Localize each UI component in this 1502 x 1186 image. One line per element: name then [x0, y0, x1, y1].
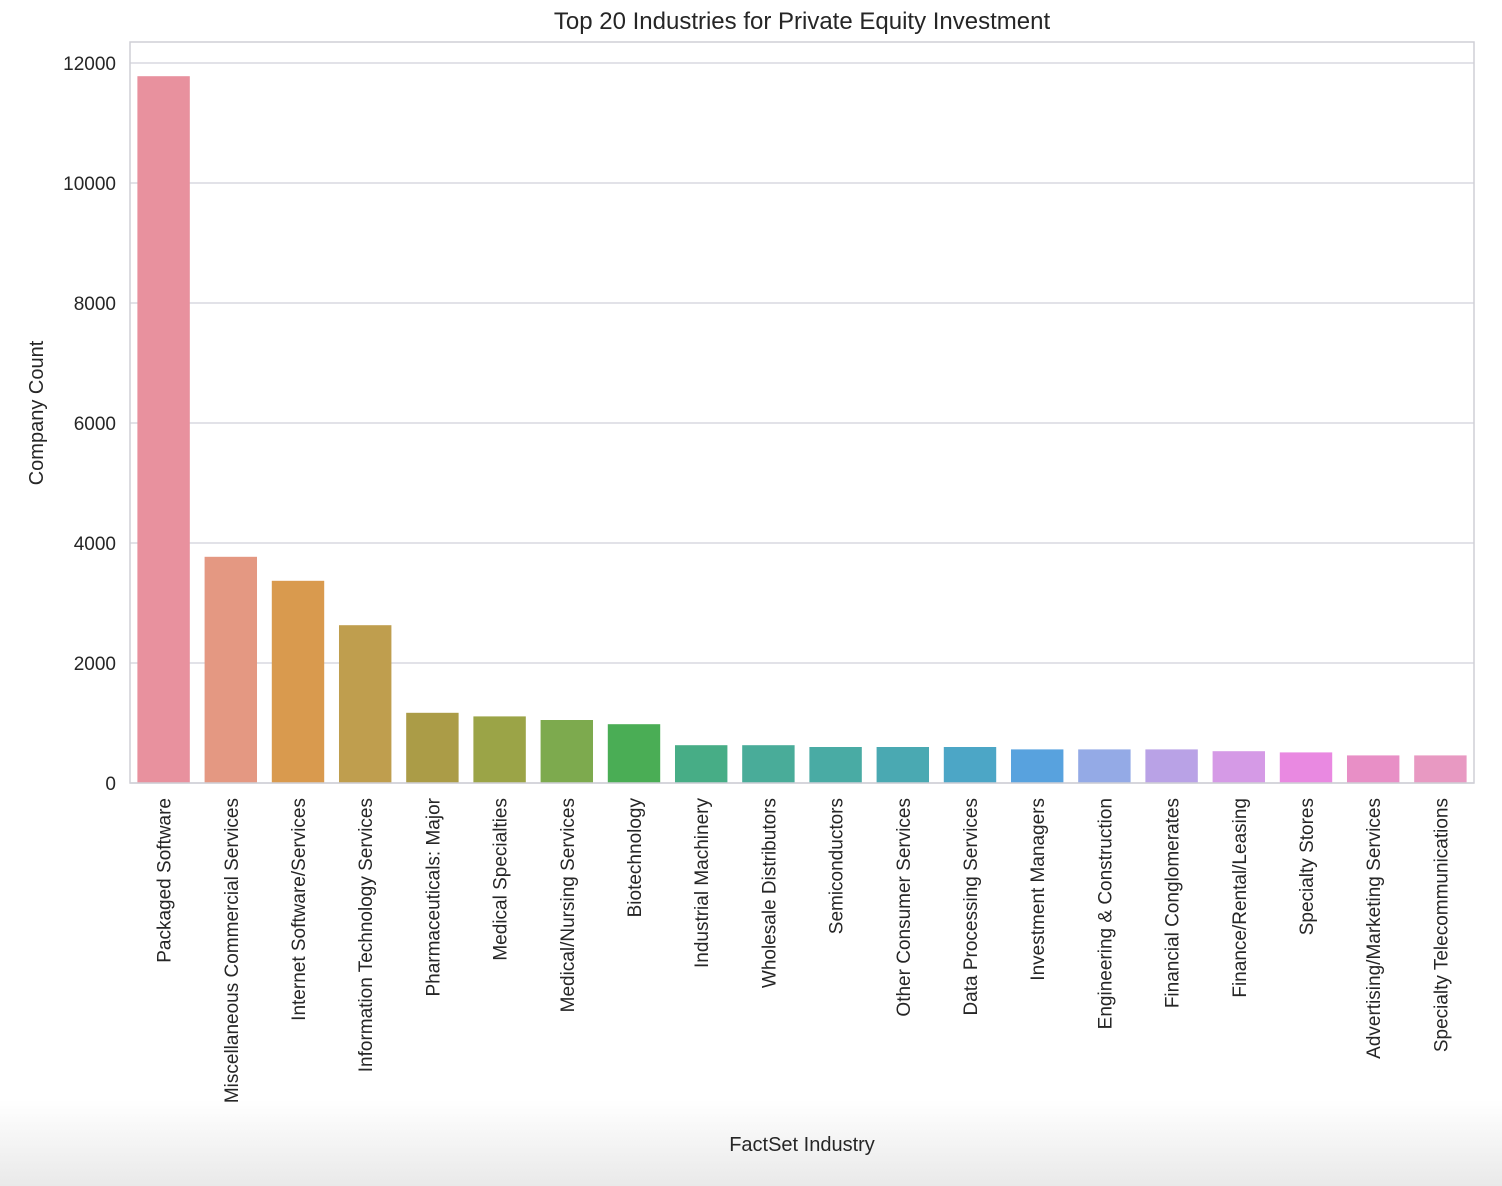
chart-title: Top 20 Industries for Private Equity Inv…	[554, 8, 1051, 35]
y-tick-label: 2000	[74, 654, 116, 675]
plot-frame	[129, 41, 1475, 784]
x-tick-label: Information Technology Services	[356, 798, 377, 1072]
bar	[607, 724, 661, 783]
x-tick-label: Packaged Software	[155, 798, 176, 963]
bar	[406, 712, 459, 783]
bar	[338, 625, 392, 783]
y-tick-label: 6000	[74, 414, 116, 435]
bar	[1414, 755, 1467, 783]
y-tick-label: 4000	[74, 534, 116, 555]
bar	[540, 720, 594, 783]
bar	[271, 580, 325, 783]
y-tick-label: 8000	[74, 294, 116, 315]
y-tick-label: 0	[105, 774, 116, 795]
gridlines	[130, 62, 1474, 784]
y-axis-label: Company Count	[26, 340, 48, 485]
x-tick-label: Pharmaceuticals: Major	[423, 797, 444, 996]
x-tick-label: Internet Software/Services	[289, 798, 310, 1021]
y-tick-label: 12000	[63, 54, 116, 75]
x-tick-label: Specialty Stores	[1297, 798, 1318, 935]
bar	[674, 745, 728, 783]
x-tick-label: Medical/Nursing Services	[558, 798, 579, 1012]
x-tick-label: Financial Conglomerates	[1163, 798, 1184, 1008]
bar	[1010, 749, 1064, 783]
x-tick-label: Biotechnology	[625, 798, 646, 918]
bar	[1145, 749, 1198, 783]
bars	[137, 76, 1467, 783]
x-tick-label: Medical Specialties	[491, 798, 512, 961]
bar	[1078, 749, 1131, 783]
x-tick-label: Engineering & Construction	[1095, 798, 1116, 1029]
bar	[1212, 751, 1266, 783]
y-tick-label: 10000	[63, 174, 116, 195]
bar	[204, 556, 258, 783]
bar	[137, 76, 190, 783]
x-tick-label: Advertising/Marketing Services	[1364, 798, 1385, 1059]
x-axis-ticks: Packaged Software Miscellaneous Commercia…	[155, 797, 1453, 1103]
bar	[943, 747, 997, 783]
x-tick-label: Industrial Machinery	[692, 798, 713, 969]
x-tick-label: Data Processing Services	[961, 798, 982, 1016]
x-axis-label: FactSet Industry	[729, 1134, 875, 1156]
x-tick-label: Investment Managers	[1028, 798, 1049, 981]
x-tick-label: Wholesale Distributors	[759, 798, 780, 988]
x-tick-label: Miscellaneous Commercial Services	[222, 798, 243, 1103]
bar	[876, 747, 930, 783]
x-tick-label: Other Consumer Services	[894, 798, 915, 1017]
bar	[742, 745, 795, 783]
bar	[1279, 752, 1333, 783]
bar	[809, 747, 862, 783]
bar	[473, 716, 526, 783]
y-axis-ticks: 0 2000 4000 6000 8000 10000 12000	[63, 54, 116, 795]
x-tick-label: Finance/Rental/Leasing	[1230, 798, 1251, 998]
bar	[1346, 755, 1400, 783]
x-tick-label: Semiconductors	[827, 798, 848, 934]
x-tick-label: Specialty Telecommunications	[1431, 798, 1452, 1052]
